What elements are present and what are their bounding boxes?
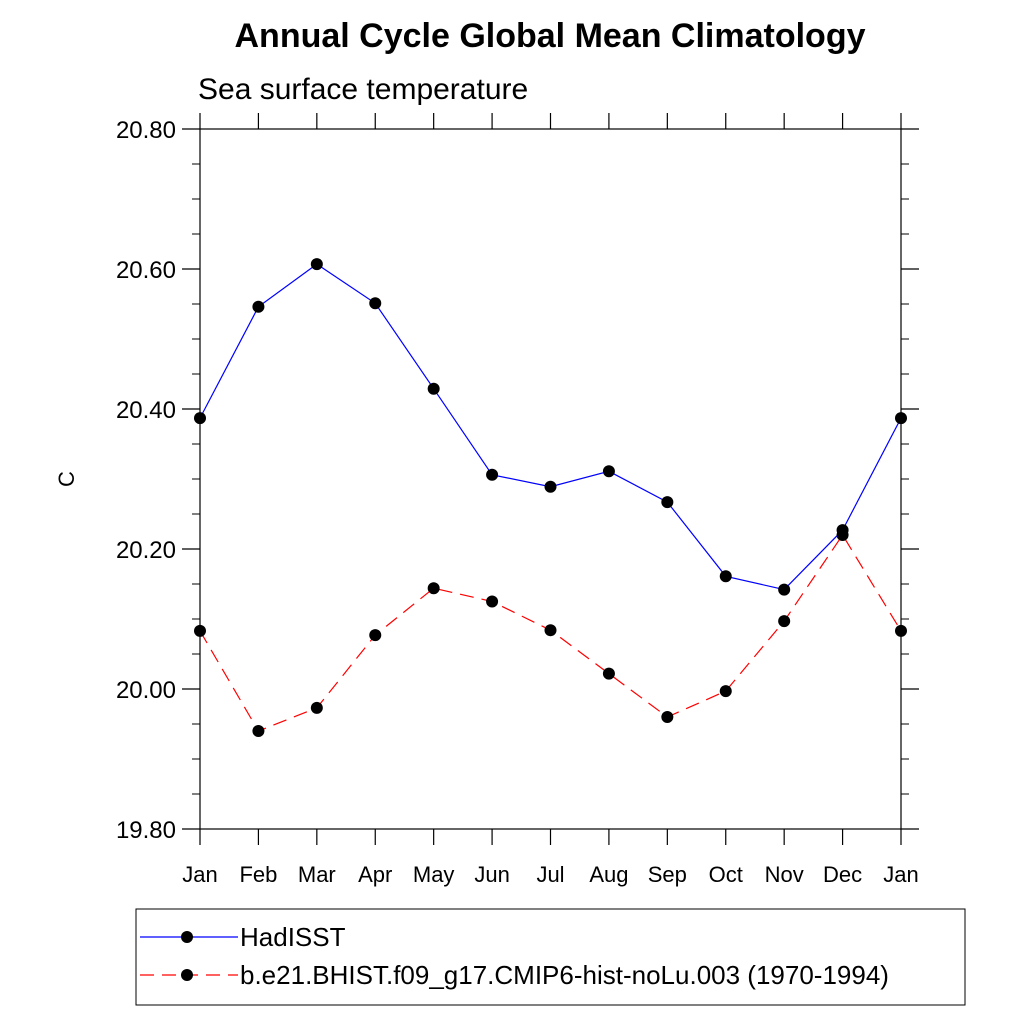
data-point xyxy=(369,297,382,310)
series-line-0 xyxy=(199,263,902,591)
data-point xyxy=(544,480,557,493)
chart-subtitle: Sea surface temperature xyxy=(198,73,528,106)
x-tick-label: Dec xyxy=(823,862,862,887)
legend-label-1: b.e21.BHIST.f09_g17.CMIP6-hist-noLu.003 … xyxy=(240,960,889,990)
data-point xyxy=(369,629,382,642)
data-point xyxy=(778,583,791,596)
data-point xyxy=(895,412,907,425)
y-tick-label: 20.00 xyxy=(116,677,176,704)
y-tick-label: 19.80 xyxy=(116,817,176,844)
data-point xyxy=(427,382,440,395)
x-tick-label: Aug xyxy=(589,862,628,887)
x-tick-label: Jan xyxy=(182,862,217,887)
data-point xyxy=(602,667,615,680)
data-point xyxy=(544,624,557,637)
y-tick-label: 20.80 xyxy=(116,117,176,144)
x-tick-label: Nov xyxy=(765,862,804,887)
x-axis: Jan Feb Mar Apr May Jun Jul Aug Sep Oct Nov Dec Jan xyxy=(182,113,919,887)
data-point xyxy=(194,412,206,425)
y-tick-label: 20.60 xyxy=(116,257,176,284)
legend-marker xyxy=(181,931,193,943)
series-layer xyxy=(194,258,907,737)
x-tick-label: Sep xyxy=(648,862,687,887)
data-point xyxy=(194,624,206,637)
data-point xyxy=(252,725,265,737)
data-point xyxy=(719,685,732,698)
data-point xyxy=(310,258,323,271)
x-tick-label: Jul xyxy=(536,862,564,887)
legend-label-0: HadISST xyxy=(240,922,346,952)
plot-frame xyxy=(199,128,902,830)
data-point xyxy=(427,582,440,595)
x-tick-label: Jun xyxy=(474,862,509,887)
data-point xyxy=(310,701,323,714)
legend-items: HadISST b.e21.BHIST.f09_g17.CMIP6-hist-no… xyxy=(140,922,889,990)
data-point xyxy=(836,529,849,541)
data-point xyxy=(486,468,499,481)
x-tick-label: Oct xyxy=(709,862,743,887)
data-point xyxy=(778,615,791,628)
data-point xyxy=(661,711,674,723)
y-tick-label: 20.20 xyxy=(116,537,176,564)
x-tick-label: Feb xyxy=(239,862,277,887)
x-tick-label: Apr xyxy=(358,862,392,887)
legend xyxy=(135,908,966,1006)
data-point xyxy=(895,624,907,637)
data-point xyxy=(661,496,674,509)
data-point xyxy=(252,300,265,313)
data-point xyxy=(602,465,615,478)
y-tick-label: 20.40 xyxy=(116,397,176,424)
x-tick-label: Jan xyxy=(883,862,918,887)
y-axis-label: C xyxy=(54,471,79,487)
legend-marker xyxy=(181,969,193,981)
chart-title: Annual Cycle Global Mean Climatology xyxy=(235,17,866,55)
data-point xyxy=(719,570,732,583)
data-point xyxy=(486,595,499,608)
y-axis: 19.80 20.00 20.20 20.40 20.60 20.80 xyxy=(116,117,919,844)
x-tick-label: May xyxy=(413,862,455,887)
x-tick-label: Mar xyxy=(298,862,336,887)
